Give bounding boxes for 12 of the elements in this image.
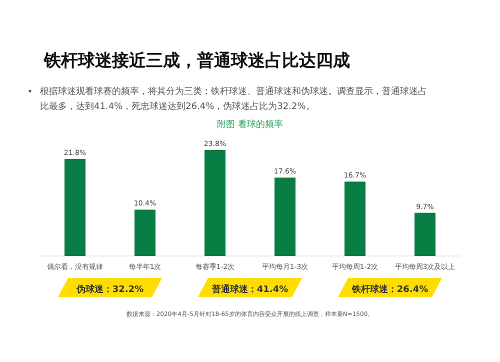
bar: [344, 182, 366, 256]
chart-subtitle: 根据球迷观看球赛的频率，将其分为三类：铁杆球迷、普通球迷和伪球迷。调查显示，普通球迷占比最多，达到41.4%，死忠球迷达到26.4%，伪球迷占比为32.2%。: [40, 86, 427, 112]
x-axis-title: 附图 看球的频率: [217, 119, 283, 130]
bar: [204, 150, 226, 256]
text: 伪球迷：32.2%: [75, 284, 144, 295]
bar: [64, 158, 86, 256]
chart-title: 铁杆球迷接近三成，普通球迷占比达四成: [43, 50, 350, 71]
bar: [414, 212, 436, 256]
text: 普通球迷：41.4%: [210, 283, 288, 295]
bar: [274, 178, 296, 256]
bar: [134, 210, 156, 256]
text: 铁杆球迷：26.4%: [350, 284, 428, 295]
